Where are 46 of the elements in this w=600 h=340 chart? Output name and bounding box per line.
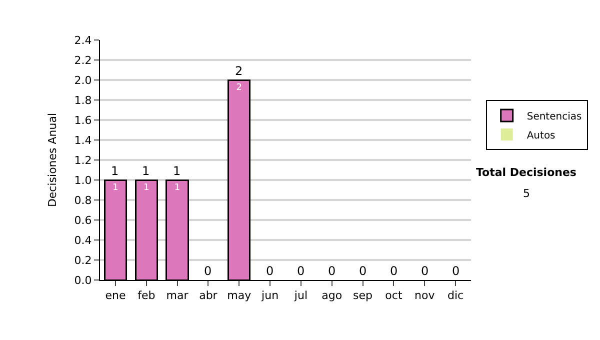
total-label: 0	[452, 264, 460, 278]
y-tick-label: 1.4	[74, 134, 92, 147]
x-tick-label: jul	[293, 289, 308, 302]
x-tick-label: ene	[105, 289, 126, 302]
x-tick-label: oct	[385, 289, 403, 302]
x-tick-label: abr	[199, 289, 218, 302]
x-tick-label: jun	[260, 289, 279, 302]
total-label: 0	[359, 264, 367, 278]
y-tick-label: 2.2	[74, 54, 92, 67]
data-label: 2	[236, 83, 242, 93]
x-tick-label: ago	[322, 289, 342, 302]
x-tick-label: dic	[447, 289, 464, 302]
y-tick-label: 1.6	[74, 114, 92, 127]
total-label: 0	[328, 264, 336, 278]
y-tick-label: 2.4	[74, 34, 92, 47]
x-tick-label: nov	[414, 289, 436, 302]
y-tick-label: 1.2	[74, 154, 92, 167]
text: 5	[523, 187, 530, 200]
y-tick-label: 0.4	[74, 234, 92, 247]
y-tick-label: 0.2	[74, 254, 92, 267]
text: Total Decisiones	[476, 166, 577, 179]
total-label: 0	[297, 264, 305, 278]
data-label: 1	[174, 183, 180, 193]
legend-label: Autos	[526, 130, 556, 142]
y-tick-label: 2.0	[74, 74, 92, 87]
y-tick-label: 0.8	[74, 194, 92, 207]
total-label: 0	[390, 264, 398, 278]
total-label: 1	[142, 164, 150, 178]
total-label: 2	[235, 64, 243, 78]
x-tick-label: sep	[353, 289, 373, 302]
total-label: 1	[111, 164, 119, 178]
total-label: 0	[421, 264, 429, 278]
y-tick-label: 0.6	[74, 214, 92, 227]
y-tick-label: 1.8	[74, 94, 92, 107]
data-label: 1	[144, 183, 150, 193]
x-tick-label: feb	[138, 289, 156, 302]
total-label: 0	[204, 264, 212, 278]
total-label: 1	[173, 164, 181, 178]
y-tick-label: 0.0	[74, 274, 92, 287]
y-tick-label: 1.0	[74, 174, 92, 187]
y-axis-title: Decisiones Anual	[46, 112, 59, 208]
x-tick-label: may	[227, 289, 252, 302]
data-label: 1	[112, 183, 118, 193]
x-tick-label: mar	[166, 289, 189, 302]
legend-label: Sentencias	[526, 111, 582, 122]
total-label: 0	[266, 264, 274, 278]
